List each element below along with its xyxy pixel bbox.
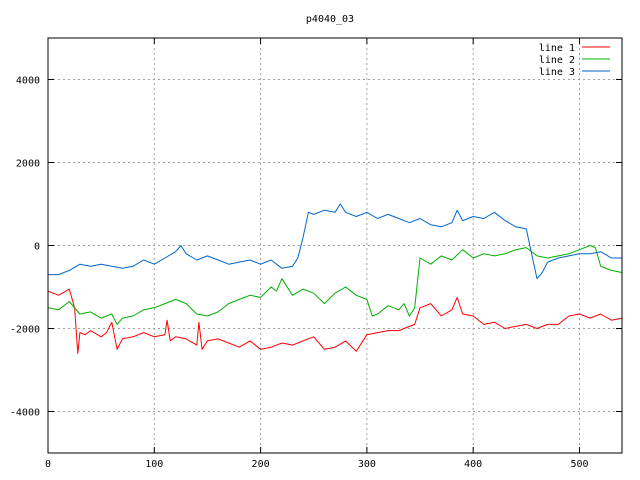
x-tick-label: 0: [45, 459, 51, 470]
legend-label: line 2: [539, 55, 575, 66]
legend-label: line 3: [539, 67, 575, 78]
x-tick-label: 500: [570, 459, 588, 470]
x-tick-label: 300: [358, 459, 376, 470]
y-tick-label: -4000: [10, 408, 40, 419]
chart-title: p4040_03: [306, 14, 354, 25]
y-tick-label: 2000: [16, 159, 40, 170]
axis-ticks: 0 100 200 300 400 500 -4000 -2000 0 2000 4000: [10, 38, 622, 470]
grid: [48, 38, 622, 453]
legend-label: line 1: [539, 43, 575, 54]
series-line: [47, 288, 623, 354]
x-tick-label: 200: [252, 459, 270, 470]
series-line: [48, 203, 622, 280]
y-tick-label: 4000: [16, 76, 40, 87]
series-line: [47, 245, 623, 325]
x-tick-label: 400: [464, 459, 482, 470]
y-tick-label: 0: [34, 242, 40, 253]
series-group: [47, 203, 623, 354]
x-tick-label: 100: [145, 459, 163, 470]
y-tick-label: -2000: [10, 325, 40, 336]
